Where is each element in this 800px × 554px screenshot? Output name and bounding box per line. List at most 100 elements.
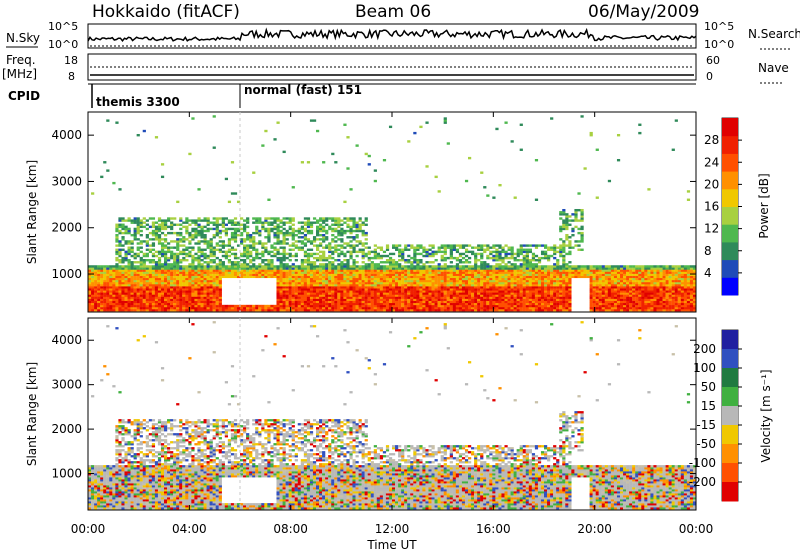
power-cell — [139, 221, 143, 224]
power-cell — [124, 258, 128, 262]
power-cell — [288, 298, 292, 301]
power-cell — [461, 244, 466, 247]
power-cell — [464, 261, 469, 264]
power-cell — [388, 292, 393, 295]
power-cell — [395, 296, 399, 299]
power-cell — [522, 261, 526, 264]
power-cell — [361, 288, 365, 291]
power-cell — [364, 273, 368, 276]
power-cell — [291, 217, 295, 220]
power-cell — [504, 254, 508, 258]
power-cell — [340, 304, 344, 308]
power-cell — [291, 273, 295, 276]
power-cell — [267, 271, 271, 274]
power-cell — [477, 273, 481, 276]
power-cell — [294, 290, 298, 293]
power-cell — [109, 288, 113, 291]
power-cell — [544, 271, 548, 274]
power-cell — [492, 273, 496, 276]
power-cell — [540, 275, 545, 279]
power-cell — [97, 271, 101, 274]
power-cell — [203, 298, 207, 301]
power-cell — [145, 275, 149, 279]
power-cell — [379, 298, 384, 301]
power-cell — [328, 300, 332, 304]
power-cell — [191, 256, 195, 260]
power-cell — [218, 302, 222, 306]
power-cell — [364, 281, 368, 285]
power-cell — [553, 290, 557, 293]
power-cell — [355, 240, 359, 243]
power-cell — [325, 306, 329, 310]
power-cell — [395, 286, 399, 289]
power-cell — [455, 292, 460, 295]
power-cell — [346, 217, 350, 220]
power-cell — [118, 244, 122, 247]
power-cell — [416, 308, 420, 312]
power-cell — [337, 229, 341, 233]
power-cell — [531, 302, 536, 306]
power-cell — [121, 277, 125, 281]
power-cell — [404, 302, 408, 306]
power-cell — [209, 242, 213, 245]
power-cell — [370, 298, 374, 301]
power-cell — [258, 269, 262, 272]
power-cell — [279, 219, 283, 222]
power-cell — [282, 271, 286, 274]
power-cell — [319, 250, 323, 254]
power-cell — [209, 296, 213, 299]
power-cell — [395, 263, 399, 266]
power-cell — [197, 217, 201, 220]
power-cell — [522, 277, 526, 281]
power-cell — [495, 308, 499, 312]
power-cell — [115, 296, 119, 299]
power-cell — [550, 279, 554, 283]
power-cell — [100, 271, 104, 274]
power-cell — [139, 300, 143, 304]
power-cell — [121, 219, 125, 222]
power-cell — [164, 252, 168, 256]
power-cell — [510, 296, 514, 299]
power-cell — [376, 271, 380, 274]
power-cell — [173, 246, 177, 249]
power-cell — [164, 300, 168, 304]
power-cell — [355, 244, 359, 247]
power-cell — [282, 302, 286, 306]
power-cell — [398, 267, 402, 270]
power-cell — [516, 292, 520, 295]
power-cell — [322, 219, 326, 222]
power-cell — [191, 236, 195, 239]
power-cell — [328, 250, 332, 254]
power-cell — [267, 217, 271, 220]
power-cell — [312, 283, 317, 287]
power-cell — [395, 269, 399, 272]
power-cell — [115, 244, 119, 247]
power-cell — [170, 298, 174, 301]
power-cell — [370, 290, 374, 293]
power-cell — [589, 267, 593, 270]
power-cell — [255, 275, 259, 279]
power-cell — [206, 244, 210, 247]
power-cell — [233, 223, 238, 226]
power-cell — [170, 240, 174, 243]
power-cell — [388, 267, 393, 270]
power-cell — [100, 286, 104, 289]
power-cell — [334, 229, 338, 233]
power-cell — [404, 279, 408, 283]
power-cell — [133, 308, 137, 312]
power-cell — [571, 269, 575, 272]
power-cell — [312, 269, 317, 272]
power-cell — [322, 269, 326, 272]
power-cell — [428, 302, 432, 306]
power-cell — [495, 302, 499, 306]
power-cell — [325, 269, 329, 272]
power-cell — [179, 231, 183, 235]
power-cell — [206, 281, 210, 285]
power-cell — [267, 198, 271, 201]
power-cell — [285, 302, 289, 306]
power-cell — [440, 300, 444, 304]
power-cell — [297, 248, 301, 251]
power-cell — [273, 273, 277, 276]
freq-label-line2: [MHz] — [2, 67, 37, 81]
power-cell — [474, 290, 478, 293]
